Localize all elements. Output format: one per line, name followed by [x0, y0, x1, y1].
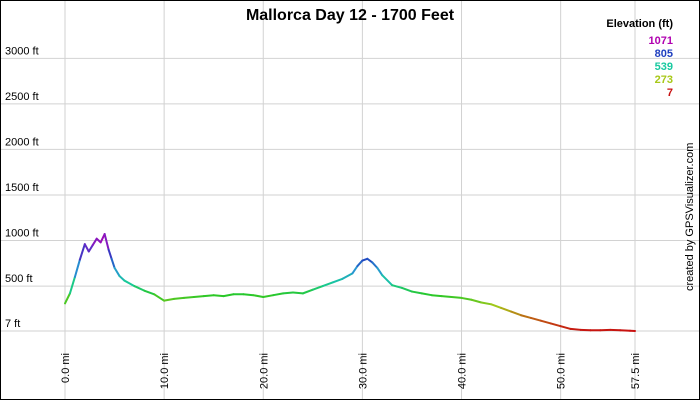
legend-entry: 539 — [655, 61, 673, 73]
elevation-segment — [153, 293, 166, 302]
x-tick-label: 0.0 mi — [60, 353, 72, 383]
legend-entry: 1071 — [649, 35, 673, 47]
legend-entry: 805 — [655, 48, 673, 60]
elevation-segment — [520, 314, 532, 319]
elevation-segment — [222, 293, 235, 298]
elevation-segment — [420, 292, 433, 297]
chart-title: Mallorca Day 12 - 1700 Feet — [246, 7, 455, 24]
elevation-segment — [401, 286, 413, 293]
elevation-segment — [91, 237, 98, 247]
elevation-segment — [321, 281, 334, 288]
elevation-segment — [351, 265, 359, 275]
elevation-segment — [410, 290, 423, 295]
elevation-segment — [440, 295, 453, 299]
elevation-segment — [252, 294, 265, 299]
elevation-segment — [391, 284, 404, 289]
elevation-segment — [192, 295, 205, 299]
elevation-segment — [78, 243, 86, 261]
elevation-segment — [73, 258, 81, 278]
elevation-segment — [282, 291, 294, 295]
x-tick-label: 30.0 mi — [357, 353, 369, 389]
x-tick-label: 57.5 mi — [630, 353, 642, 389]
elevation-segment — [366, 257, 374, 264]
elevation-segment — [470, 298, 483, 304]
elevation-segment — [292, 291, 304, 295]
elevation-segment — [110, 257, 116, 269]
x-tick-label: 40.0 mi — [457, 353, 469, 389]
elevation-segment — [272, 292, 285, 297]
elevation-segment — [182, 296, 195, 299]
x-tick-label: 50.0 mi — [556, 353, 568, 389]
y-tick-label: 2000 ft — [5, 136, 39, 148]
elevation-segment — [133, 285, 146, 292]
elevation-segment — [371, 261, 379, 269]
elevation-segment — [569, 327, 582, 331]
legend-entry: 273 — [655, 74, 673, 86]
elevation-segment — [500, 306, 513, 313]
elevation-segment — [83, 243, 90, 253]
y-tick-label: 500 ft — [5, 273, 33, 285]
elevation-segment — [163, 297, 176, 302]
elevation-segment — [381, 274, 394, 287]
elevation-segment — [301, 288, 314, 295]
elevation-segment — [331, 277, 344, 284]
elevation-segment — [559, 325, 572, 330]
elevation-segment — [68, 275, 76, 295]
elevation-segment — [311, 285, 324, 291]
elevation-segment — [123, 279, 136, 288]
y-tick-label: 7 ft — [5, 318, 20, 330]
elevation-segment — [87, 244, 94, 253]
elevation-segment — [549, 322, 562, 328]
y-tick-label: 1500 ft — [5, 182, 39, 194]
elevation-segment — [64, 292, 71, 305]
elevation-segment — [212, 294, 225, 298]
x-tick-label: 20.0 mi — [258, 353, 270, 389]
elevation-segment — [242, 293, 255, 297]
elevation-segment — [107, 248, 113, 260]
y-tick-label: 1000 ft — [5, 228, 39, 240]
elevation-segment — [490, 303, 503, 309]
elevation-segment — [173, 296, 185, 300]
legend-title: Elevation (ft) — [606, 18, 673, 30]
elevation-segment — [450, 296, 463, 299]
elevation-segment — [539, 319, 552, 325]
credit-text: created by GPSVisualizer.com — [684, 143, 696, 291]
elevation-segment — [262, 294, 275, 299]
elevation-segment — [356, 259, 364, 268]
elevation-segment — [113, 266, 121, 278]
elevation-segment — [480, 301, 493, 306]
elevation-segment — [376, 266, 384, 277]
elevation-segment — [202, 294, 215, 298]
elevation-segment — [118, 275, 126, 282]
elevation-segment — [341, 272, 354, 280]
elevation-segment — [529, 316, 542, 322]
y-tick-label: 2500 ft — [5, 91, 39, 103]
elevation-segment — [430, 294, 443, 298]
elevation-segment — [143, 289, 156, 296]
elevation-segment — [460, 296, 473, 301]
y-tick-label: 3000 ft — [5, 45, 39, 57]
legend-entry: 7 — [667, 87, 673, 99]
elevation-segment — [510, 310, 522, 317]
x-tick-label: 10.0 mi — [159, 353, 171, 389]
elevation-segment — [103, 233, 110, 251]
